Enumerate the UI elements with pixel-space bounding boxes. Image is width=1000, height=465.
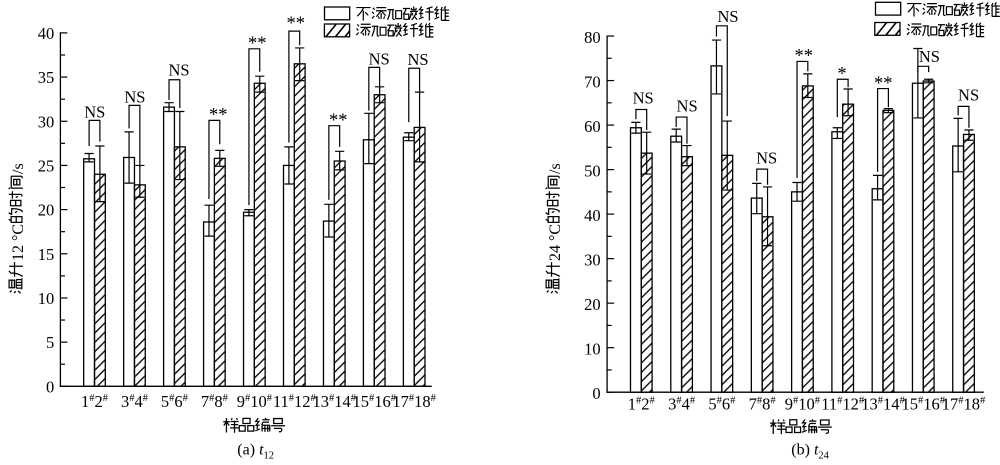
svg-text:0: 0 <box>46 377 54 396</box>
svg-text:30: 30 <box>38 112 55 131</box>
svg-text:NS: NS <box>168 60 189 79</box>
svg-text:15: 15 <box>38 245 55 264</box>
svg-text:70: 70 <box>584 73 601 92</box>
svg-text:/s: /s <box>547 163 564 174</box>
svg-text:NS: NS <box>369 50 390 69</box>
svg-text:(a) t12: (a) t12 <box>237 442 274 462</box>
svg-text:9#10#: 9#10# <box>237 392 273 411</box>
svg-text:NS: NS <box>919 47 940 66</box>
svg-text:17#18#: 17#18# <box>942 394 986 413</box>
svg-text:17#18#: 17#18# <box>392 392 436 411</box>
svg-text:25: 25 <box>38 156 55 175</box>
svg-text:NS: NS <box>717 7 738 26</box>
svg-text:35: 35 <box>38 68 55 87</box>
svg-text:80: 80 <box>584 28 601 47</box>
svg-text:11#12#: 11#12# <box>821 394 865 413</box>
svg-text:(b) t24: (b) t24 <box>791 442 829 462</box>
svg-text:7#8#: 7#8# <box>749 394 777 413</box>
svg-text:NS: NS <box>633 89 654 108</box>
svg-text:10: 10 <box>584 340 601 359</box>
svg-text:9#10#: 9#10# <box>785 394 821 413</box>
svg-text:/s: /s <box>10 163 27 174</box>
svg-text:**: ** <box>329 111 348 131</box>
svg-text:7#8#: 7#8# <box>201 392 229 411</box>
svg-text:**: ** <box>874 74 893 94</box>
svg-text:1#2#: 1#2# <box>628 394 656 413</box>
svg-text:**: ** <box>209 106 228 126</box>
svg-text:5#6#: 5#6# <box>708 394 736 413</box>
svg-text:NS: NS <box>407 50 428 69</box>
svg-text:NS: NS <box>677 97 698 116</box>
svg-text:5#6#: 5#6# <box>161 392 189 411</box>
svg-text:50: 50 <box>584 162 601 181</box>
svg-text:30: 30 <box>584 251 601 270</box>
svg-text:10: 10 <box>38 289 55 308</box>
svg-text:13#14#: 13#14# <box>861 394 905 413</box>
svg-text:40: 40 <box>38 24 55 43</box>
svg-text:24 °C: 24 °C <box>547 224 564 261</box>
svg-text:NS: NS <box>756 149 777 168</box>
svg-text:NS: NS <box>958 85 979 104</box>
svg-text:*: * <box>837 65 846 85</box>
svg-text:**: ** <box>286 14 305 34</box>
svg-text:60: 60 <box>584 117 601 136</box>
svg-text:1#2#: 1#2# <box>81 392 109 411</box>
svg-text:3#4#: 3#4# <box>121 392 149 411</box>
svg-text:40: 40 <box>584 206 601 225</box>
svg-text:0: 0 <box>592 384 600 403</box>
svg-text:20: 20 <box>38 201 55 220</box>
svg-text:3#4#: 3#4# <box>668 394 696 413</box>
svg-text:NS: NS <box>124 87 145 106</box>
svg-text:**: ** <box>794 47 813 67</box>
svg-text:5: 5 <box>46 333 54 352</box>
svg-text:**: ** <box>248 34 267 54</box>
svg-text:12 °C: 12 °C <box>10 224 27 261</box>
svg-text:20: 20 <box>584 295 601 314</box>
svg-text:15#16#: 15#16# <box>352 392 396 411</box>
svg-text:11#12#: 11#12# <box>273 392 317 411</box>
svg-text:15#16#: 15#16# <box>902 394 946 413</box>
svg-text:13#14#: 13#14# <box>313 392 357 411</box>
svg-text:NS: NS <box>84 103 105 122</box>
